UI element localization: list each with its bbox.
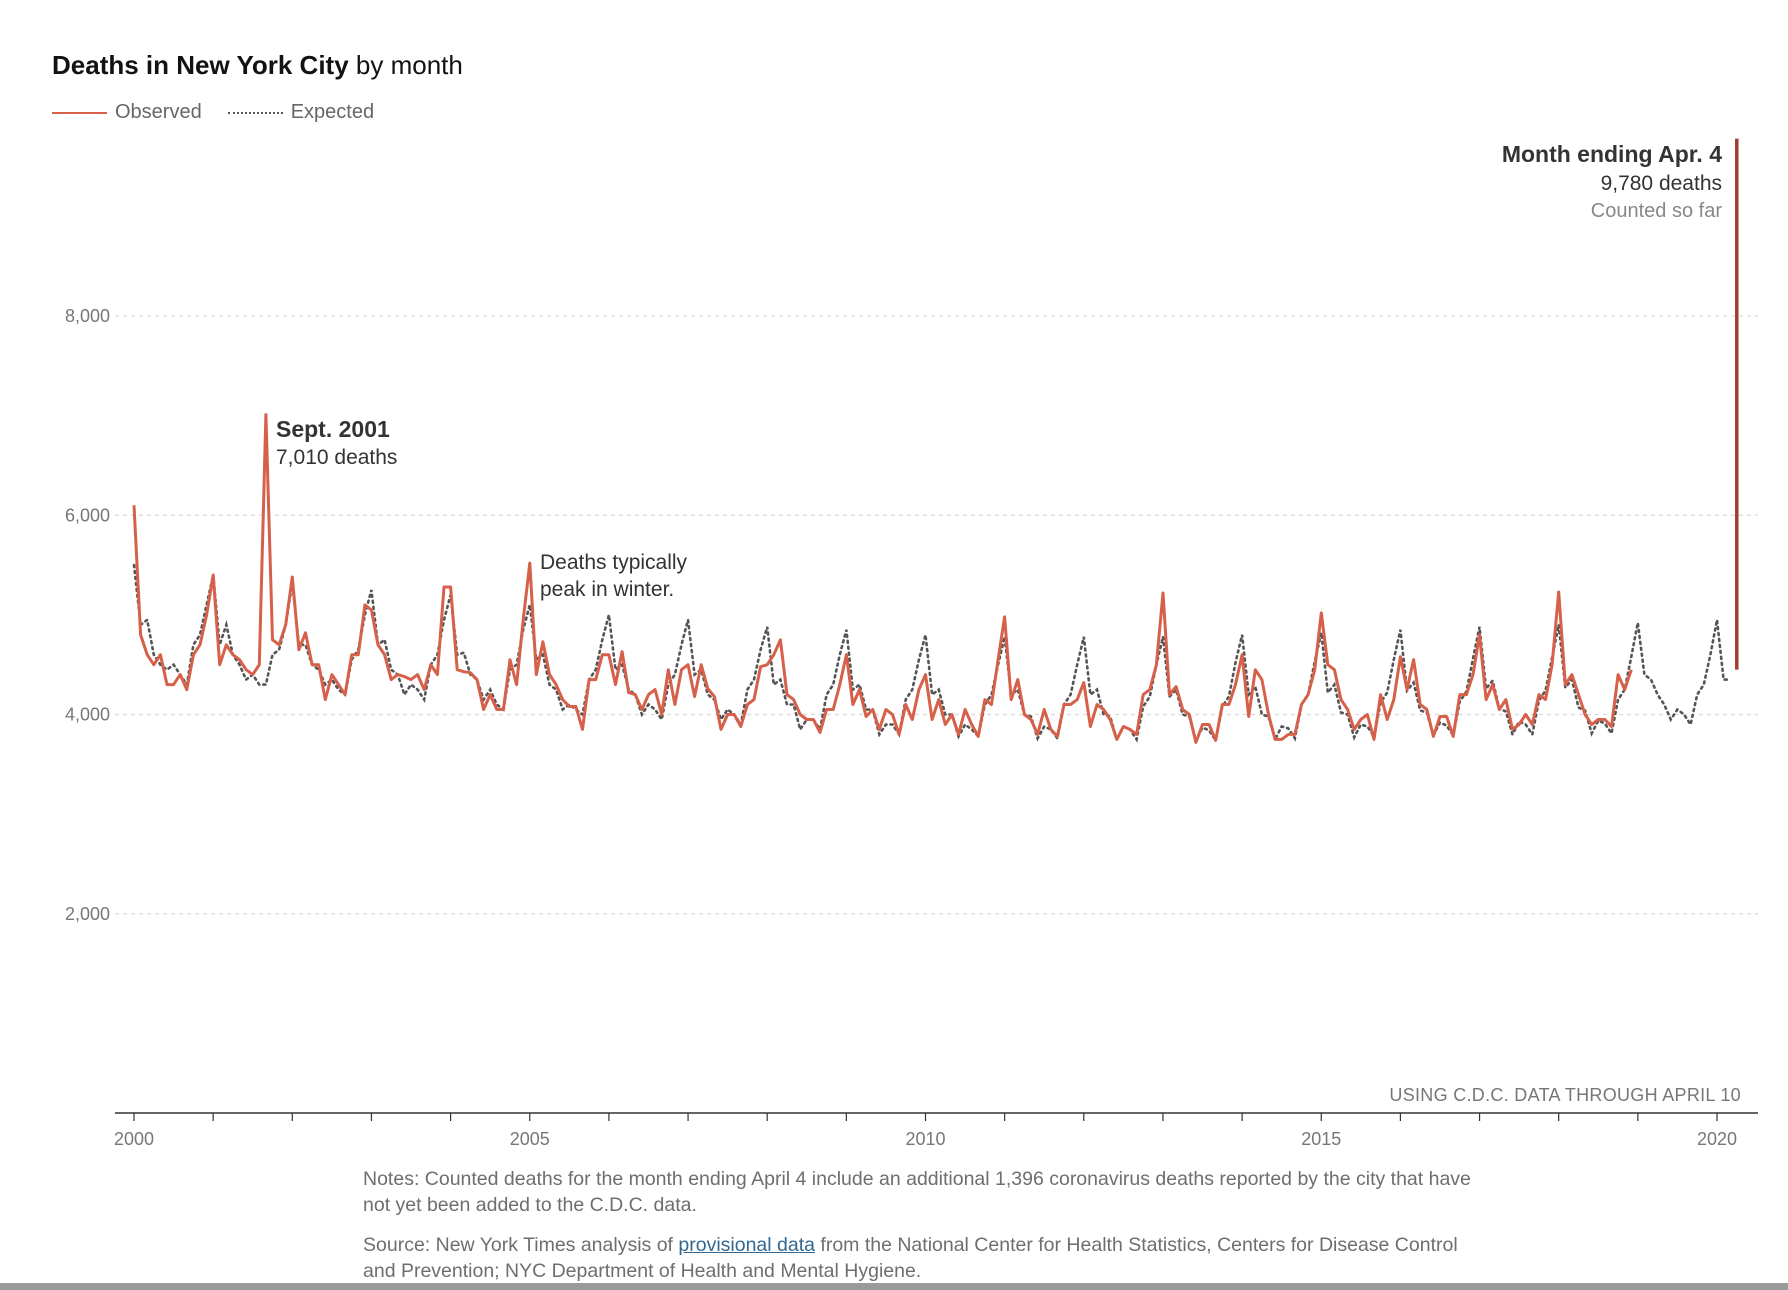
x-tick-label: 2000 (114, 1129, 154, 1149)
x-axis-ticks: 2000 2005 2010 2015 2020 (114, 1113, 1737, 1149)
winter-note-line1: Deaths typically (540, 551, 688, 574)
legend-expected-label: Expected (290, 101, 375, 123)
chart-title-rest: by month (348, 50, 463, 80)
grid-lines (115, 315, 1758, 915)
chart-title-bold: Deaths in New York City (52, 50, 349, 80)
source-before: Source: New York Times analysis of (363, 1234, 679, 1256)
provisional-data-link[interactable]: provisional data (678, 1234, 815, 1256)
y-tick-label: 6,000 (65, 505, 110, 525)
expected-series-line (132, 563, 1732, 744)
chart-notes: Notes: Counted deaths for the month endi… (363, 1168, 1471, 1216)
y-tick-label: 2,000 (65, 904, 110, 924)
winter-note-line2: peak in winter. (540, 578, 674, 601)
april-title: Month ending Apr. 4 (1502, 141, 1722, 167)
observed-series-line (132, 413, 1633, 744)
sept-2001-value: 7,010 deaths (276, 446, 397, 469)
deaths-line-chart: 2,000 4,000 6,000 8,000 2000 2005 2010 2015 202… (65, 138, 1758, 1149)
legend-observed-swatch (52, 111, 107, 114)
chart-title: Deaths in New York City by month (52, 50, 463, 81)
x-tick-label: 2005 (510, 1129, 550, 1149)
legend-observed-label: Observed (115, 101, 202, 123)
april-note: Counted so far (1591, 200, 1723, 222)
x-tick-label: 2015 (1301, 1129, 1341, 1149)
sept-2001-title: Sept. 2001 (276, 416, 390, 442)
legend: Observed Expected (52, 101, 374, 124)
data-through-note: USING C.D.C. DATA THROUGH APRIL 10 (1389, 1085, 1741, 1105)
legend-expected-swatch (227, 111, 283, 114)
april-value: 9,780 deaths (1601, 172, 1722, 195)
bottom-scroll-bar (0, 1283, 1788, 1290)
y-tick-label: 8,000 (65, 306, 110, 326)
chart-source: Source: New York Times analysis of provi… (363, 1232, 1473, 1284)
source-after: from the National Center for Health Stat… (363, 1234, 1458, 1282)
x-tick-label: 2020 (1697, 1129, 1737, 1149)
y-tick-label: 4,000 (65, 705, 110, 725)
x-tick-label: 2010 (905, 1129, 945, 1149)
y-axis-ticks: 2,000 4,000 6,000 8,000 (65, 306, 110, 924)
